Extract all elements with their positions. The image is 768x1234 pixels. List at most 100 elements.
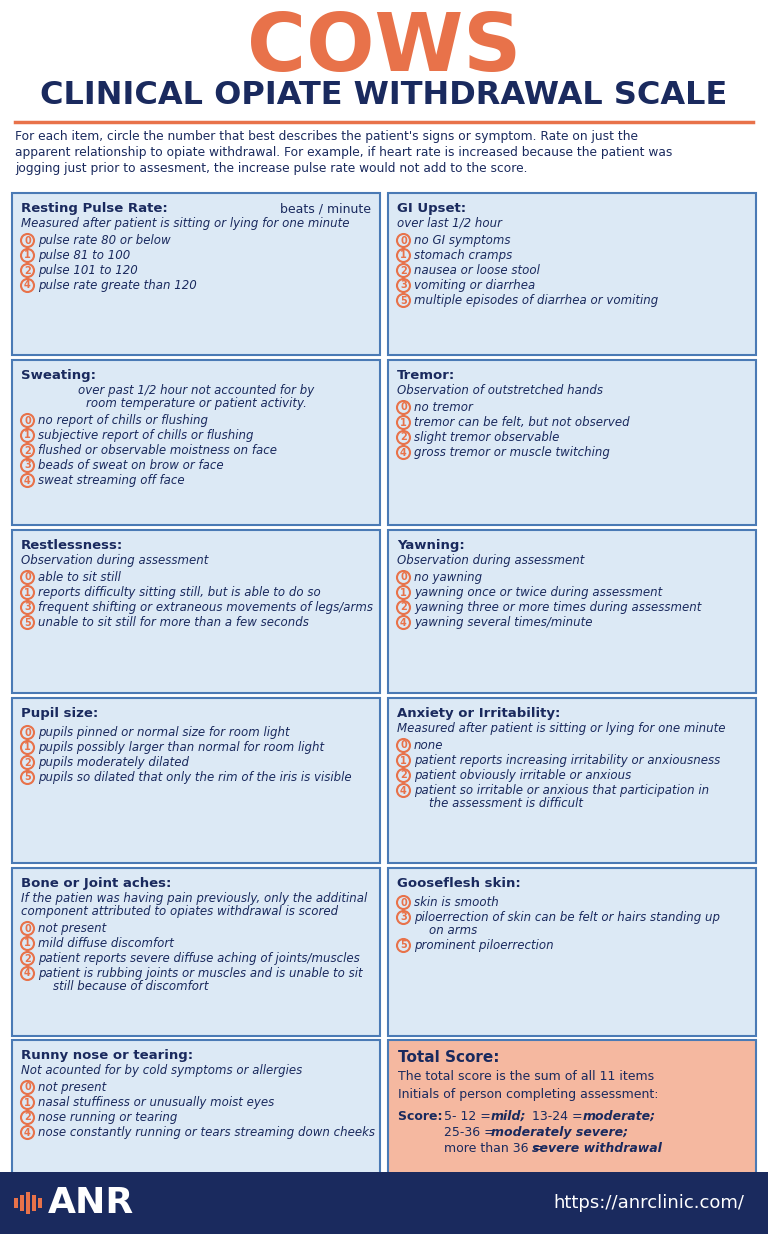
Text: moderately severe;: moderately severe; [491,1125,628,1139]
Text: none: none [414,739,443,752]
Text: COWS: COWS [247,10,521,88]
Text: yawning three or more times during assessment: yawning three or more times during asses… [414,601,701,615]
Text: 3: 3 [24,460,31,470]
Text: 0: 0 [400,402,407,412]
Text: 0: 0 [24,573,31,582]
Text: Observation during assessment: Observation during assessment [397,554,584,566]
Text: Initials of person completing assessment:: Initials of person completing assessment… [398,1088,658,1101]
Text: 5- 12 =: 5- 12 = [444,1111,495,1123]
Text: patient reports increasing irritability or anxiousness: patient reports increasing irritability … [414,754,720,768]
Text: not present: not present [38,922,106,935]
Text: pupils possibly larger than normal for room light: pupils possibly larger than normal for r… [38,740,324,754]
Bar [26,1192,30,1214]
Text: 5: 5 [24,772,31,782]
Text: apparent relationship to opiate withdrawal. For example, if heart rate is increa: apparent relationship to opiate withdraw… [15,146,672,159]
Text: 0: 0 [24,1082,31,1092]
Text: 4: 4 [24,1128,31,1138]
Text: on arms: on arms [414,924,477,937]
Text: 1: 1 [24,251,31,260]
Text: For each item, circle the number that best describes the patient's signs or symp: For each item, circle the number that be… [15,130,638,143]
Text: stomach cramps: stomach cramps [414,249,512,262]
Text: pupils moderately dilated: pupils moderately dilated [38,756,189,769]
Text: sweat streaming off face: sweat streaming off face [38,474,184,487]
Text: ANR: ANR [48,1186,134,1220]
Text: over last 1/2 hour: over last 1/2 hour [397,217,502,230]
Text: 4: 4 [24,280,31,290]
Text: 1: 1 [400,587,407,597]
Bar [0,1172,768,1234]
Text: pulse rate 80 or below: pulse rate 80 or below [38,234,170,247]
Text: Bone or Joint aches:: Bone or Joint aches: [21,877,171,890]
Text: Observation of outstretched hands: Observation of outstretched hands [397,384,603,397]
Text: nose constantly running or tears streaming down cheeks: nose constantly running or tears streami… [38,1125,375,1139]
Text: 2: 2 [400,602,407,612]
Text: pulse rate greate than 120: pulse rate greate than 120 [38,279,197,292]
Text: 0: 0 [400,740,407,750]
Text: 0: 0 [24,728,31,738]
Text: Anxiety or Irritability:: Anxiety or Irritability: [397,707,561,719]
Text: gross tremor or muscle twitching: gross tremor or muscle twitching [414,445,610,459]
Bar [38,1198,42,1208]
Text: no GI symptoms: no GI symptoms [414,234,511,247]
Text: multiple episodes of diarrhea or vomiting: multiple episodes of diarrhea or vomitin… [414,294,658,307]
Text: still because of discomfort: still because of discomfort [38,980,208,993]
Text: no tremor: no tremor [414,401,473,413]
Text: 3: 3 [400,912,407,923]
Text: 2: 2 [24,265,31,275]
Text: Yawning:: Yawning: [397,539,465,552]
Text: 3: 3 [24,602,31,612]
Text: 3: 3 [400,280,407,290]
Text: 1: 1 [24,587,31,597]
Text: 5: 5 [24,617,31,628]
Text: 0: 0 [400,236,407,246]
Text: https://anrclinic.com/: https://anrclinic.com/ [553,1195,744,1212]
Text: patient so irritable or anxious that participation in: patient so irritable or anxious that par… [414,784,709,797]
Text: 2: 2 [24,954,31,964]
Text: Measured after patient is sitting or lying for one minute: Measured after patient is sitting or lyi… [21,217,349,230]
Bar [12,529,380,694]
Text: 2: 2 [24,758,31,768]
Text: prominent piloerrection: prominent piloerrection [414,939,554,951]
Text: 0: 0 [400,897,407,907]
Text: able to sit still: able to sit still [38,571,121,584]
Text: no yawning: no yawning [414,571,482,584]
Text: 4: 4 [400,448,407,458]
Text: pulse 101 to 120: pulse 101 to 120 [38,264,137,276]
Text: yawning once or twice during assessment: yawning once or twice during assessment [414,586,662,598]
Text: over past 1/2 hour not accounted for by: over past 1/2 hour not accounted for by [78,384,314,397]
Text: pupils so dilated that only the rim of the iris is visible: pupils so dilated that only the rim of t… [38,771,352,784]
Text: Sweating:: Sweating: [21,369,96,383]
Text: 1: 1 [24,939,31,949]
Text: The total score is the sum of all 11 items: The total score is the sum of all 11 ite… [398,1070,654,1083]
Text: Resting Pulse Rate:: Resting Pulse Rate: [21,202,167,215]
Bar [32,1195,36,1211]
Text: nose running or tearing: nose running or tearing [38,1111,177,1124]
Text: 5: 5 [400,940,407,950]
Text: 0: 0 [400,573,407,582]
Bar [388,529,756,694]
Text: mild;: mild; [491,1111,527,1123]
Text: 1: 1 [400,417,407,427]
Bar [12,360,380,524]
Text: severe withdrawal: severe withdrawal [532,1141,662,1155]
Text: moderate;: moderate; [583,1111,656,1123]
Bar [388,698,756,863]
Text: 0: 0 [24,236,31,246]
Text: pulse 81 to 100: pulse 81 to 100 [38,249,131,262]
Text: patient obviously irritable or anxious: patient obviously irritable or anxious [414,769,631,782]
Text: Score:: Score: [398,1111,447,1123]
Bar [12,193,380,355]
Bar [12,698,380,863]
Text: reports difficulty sitting still, but is able to do so: reports difficulty sitting still, but is… [38,586,321,598]
Text: 0: 0 [24,416,31,426]
Text: 25-36 =: 25-36 = [444,1125,498,1139]
Text: Total Score:: Total Score: [398,1050,499,1065]
Text: 4: 4 [24,475,31,485]
Text: mild diffuse discomfort: mild diffuse discomfort [38,937,174,950]
Text: 1: 1 [400,755,407,765]
Bar [388,868,756,1037]
Text: flushed or observable moistness on face: flushed or observable moistness on face [38,444,277,457]
Text: Pupil size:: Pupil size: [21,707,98,719]
Bar [12,868,380,1037]
Text: 1: 1 [24,743,31,753]
